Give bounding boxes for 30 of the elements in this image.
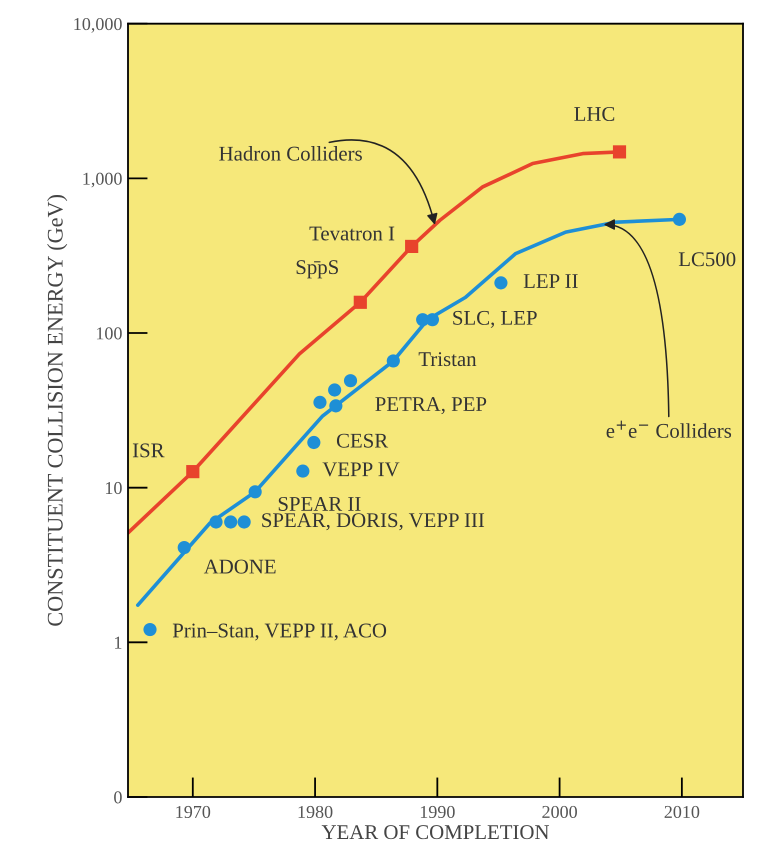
annotation: Tevatron I [309, 226, 394, 241]
x-axis-title: YEAR OF COMPLETION [322, 825, 550, 840]
annotation: ISR [132, 443, 165, 458]
annotation: e$^{+}$e$^{−}$ Colliders [606, 420, 732, 438]
annotation: Hadron Colliders [219, 146, 362, 161]
annotation: CESR [336, 434, 388, 448]
annotation: SLC, LEP [453, 310, 537, 328]
y-tick-label: 100 [96, 327, 122, 340]
y-tick-label: 1,000 [83, 172, 122, 188]
x-tick-label: 1990 [420, 806, 455, 818]
x-tick-label: 1970 [176, 806, 210, 818]
annotation: Sp̄pS [296, 260, 338, 278]
y-tick-label: 1 [115, 636, 122, 649]
annotation: VEPP IV [322, 462, 400, 476]
x-tick-label: 2000 [542, 806, 577, 818]
annotation: SPEAR, DORIS, VEPP III [262, 513, 484, 530]
y-tick-label: 10 [106, 482, 122, 494]
y-tick-label: 10,000 [74, 18, 122, 33]
annotation: Tristan [418, 352, 476, 366]
annotation: LC500 [678, 252, 736, 266]
x-tick-label: 1980 [298, 806, 332, 818]
y-axis-title: CONSTITUENT COLLISION ENERGY (GeV) [47, 194, 68, 626]
annotation: LEP II [524, 274, 578, 288]
annotation: PETRA, PEP [375, 397, 486, 414]
annotation: LHC [574, 106, 614, 121]
annotation: Prin–Stan, VEPP II, ACO [172, 624, 386, 641]
annotation: ADONE [204, 560, 276, 574]
y-tick-label: 0 [114, 791, 122, 804]
annotation: SPEAR II [278, 496, 361, 511]
x-tick-label: 2010 [664, 806, 700, 818]
